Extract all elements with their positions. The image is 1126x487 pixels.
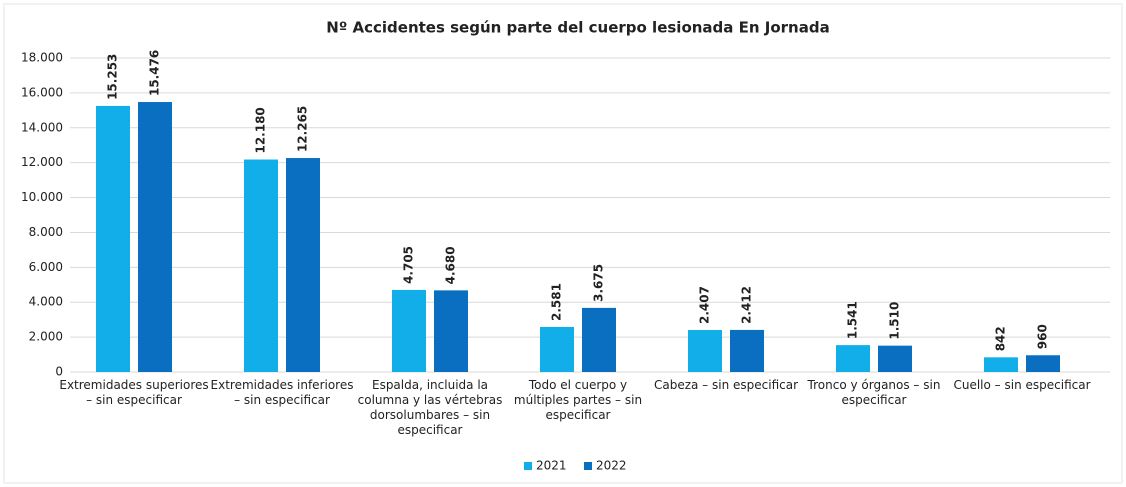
data-label: 12.180: [254, 107, 268, 153]
y-tick-label: 8.000: [29, 225, 63, 239]
chart-frame: [3, 3, 1123, 484]
y-tick-label: 6.000: [29, 260, 63, 274]
chart-title: Nº Accidentes según parte del cuerpo les…: [326, 19, 829, 37]
y-tick-label: 12.000: [21, 155, 63, 169]
data-label: 2.407: [698, 286, 712, 324]
y-tick-label: 0: [55, 365, 63, 379]
bar: [392, 289, 426, 372]
y-tick-label: 10.000: [21, 190, 63, 204]
y-tick-label: 2.000: [29, 330, 63, 344]
bar: [836, 345, 870, 372]
bar: [688, 330, 722, 372]
bar: [138, 102, 172, 372]
bar: [582, 307, 616, 372]
data-label: 960: [1036, 324, 1050, 349]
data-label: 3.675: [592, 264, 606, 302]
x-tick-label-box: Espalda, incluida la columna y las vérte…: [357, 378, 503, 437]
data-label: 2.581: [550, 283, 564, 321]
data-label: 1.541: [846, 301, 860, 339]
legend-swatch: [584, 462, 592, 470]
bar: [244, 159, 278, 372]
x-tick-label: Cuello – sin especificar: [953, 378, 1091, 392]
x-tick-label-box: Cabeza – sin especificar: [653, 378, 799, 392]
data-label: 2.412: [740, 286, 754, 324]
x-tick-label-box: Extremidades inferiores – sin especifica…: [210, 378, 354, 407]
x-tick-label-box: Cuello – sin especificar: [953, 378, 1091, 392]
x-tick-label-box: Extremidades superiores – sin especifica…: [59, 378, 209, 407]
data-label: 15.253: [106, 54, 120, 100]
data-label: 4.705: [402, 246, 416, 284]
data-label: 842: [994, 326, 1008, 351]
x-tick-label: Extremidades inferiores – sin especifica…: [210, 378, 354, 407]
y-tick-label: 18.000: [21, 51, 63, 65]
data-label: 12.265: [296, 106, 310, 152]
y-tick-label: 14.000: [21, 120, 63, 134]
data-label: 1.510: [888, 302, 902, 340]
y-tick-label: 16.000: [21, 85, 63, 99]
x-tick-label: Espalda, incluida la columna y las vérte…: [357, 378, 503, 437]
bar: [878, 345, 912, 372]
data-label: 4.680: [444, 246, 458, 284]
legend-label: 2021: [536, 459, 567, 473]
y-tick-label: 4.000: [29, 295, 63, 309]
bar: [540, 326, 574, 372]
data-label: 15.476: [148, 50, 162, 96]
x-tick-label: Tronco y órganos – sin especificar: [807, 378, 941, 407]
x-tick-label-box: Tronco y órganos – sin especificar: [807, 378, 941, 407]
x-tick-label-box: Todo el cuerpo y múltiples partes – sin …: [513, 378, 643, 422]
bar: [286, 158, 320, 372]
bar: [1026, 355, 1060, 372]
legend-swatch: [524, 462, 532, 470]
x-tick-label: Cabeza – sin especificar: [653, 378, 799, 392]
bar: [984, 357, 1018, 372]
bar: [730, 329, 764, 372]
x-tick-label: Extremidades superiores – sin especifica…: [59, 378, 209, 407]
x-tick-label: Todo el cuerpo y múltiples partes – sin …: [513, 378, 643, 422]
legend-label: 2022: [596, 459, 627, 473]
bar: [434, 290, 468, 372]
bar: [96, 105, 130, 372]
